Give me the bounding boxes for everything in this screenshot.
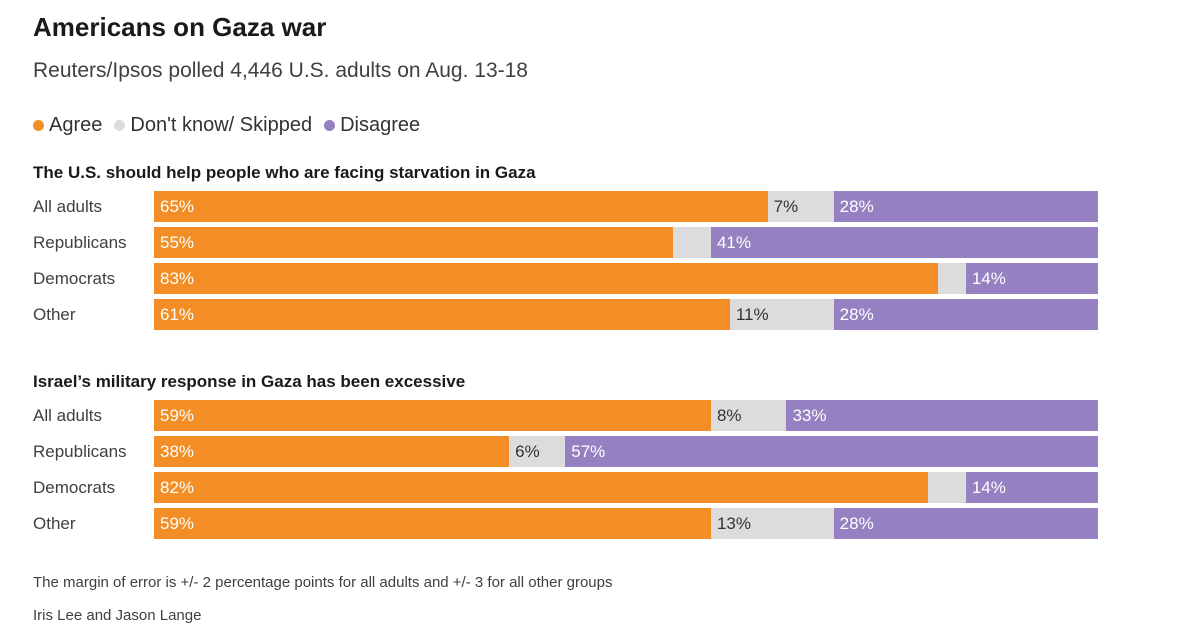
data-label: 83%: [160, 269, 195, 288]
data-label: 28%: [839, 514, 874, 533]
legend-label-disagree: Disagree: [340, 114, 421, 136]
data-label: 38%: [160, 442, 195, 461]
bar-segment-disagree: 14%: [965, 263, 1098, 294]
bar-segment-agree: 61%: [154, 299, 730, 330]
category-label: All adults: [33, 197, 102, 216]
bar-segment-dont-know: 13%: [710, 508, 834, 539]
bar-segment-disagree: 28%: [833, 299, 1098, 330]
bar-segment-dont-know: 6%: [509, 436, 566, 467]
stacked-bar: 65% 7% 28%: [154, 191, 1098, 222]
legend-item-dont-know: Don't know/ Skipped: [114, 114, 312, 137]
legend-label-agree: Agree: [49, 114, 103, 136]
bar-row: Other 61% 11% 28%: [33, 299, 1113, 330]
chart-panel-starvation: The U.S. should help people who are faci…: [33, 163, 1113, 335]
stacked-bar: 59% 8% 33%: [154, 400, 1098, 431]
bar-row: Republicans 55% 41%: [33, 227, 1113, 258]
bar-row: Democrats 82% 14%: [33, 472, 1113, 503]
data-label: 65%: [160, 197, 195, 216]
legend-label-dont-know: Don't know/ Skipped: [130, 114, 313, 136]
stacked-bar: 55% 41%: [154, 227, 1098, 258]
data-label: 57%: [571, 442, 606, 461]
footnote: The margin of error is +/- 2 percentage …: [33, 574, 613, 591]
category-label: Other: [33, 305, 76, 324]
data-label: 14%: [971, 269, 1006, 288]
category-label: Other: [33, 514, 76, 533]
bar-segment-agree: 59%: [154, 508, 711, 539]
bar-segment-disagree: 41%: [710, 227, 1098, 258]
bar-segment-disagree: 57%: [565, 436, 1098, 467]
panel-title: Israel’s military response in Gaza has b…: [33, 372, 466, 391]
bar-segment-agree: 38%: [154, 436, 510, 467]
category-label: Democrats: [33, 269, 116, 288]
bar-row: Democrats 83% 14%: [33, 263, 1113, 294]
legend-item-agree: Agree: [33, 114, 102, 137]
data-label: 41%: [716, 233, 751, 252]
bar-segment-dont-know: 11%: [729, 299, 834, 330]
stacked-bar: 59% 13% 28%: [154, 508, 1098, 539]
data-label: 28%: [839, 197, 874, 216]
bar-segment-dont-know: [673, 227, 711, 258]
category-label: Republicans: [33, 442, 127, 461]
panel-rows: All adults 65% 7% 28% Republicans 55% 41% Democ…: [33, 191, 1113, 330]
data-label: 82%: [160, 478, 195, 497]
stacked-bar: 82% 14%: [154, 472, 1098, 503]
panel-title: The U.S. should help people who are faci…: [33, 163, 536, 182]
bar-segment-agree: 55%: [154, 227, 674, 258]
bar-segment-dont-know: [928, 472, 966, 503]
data-label: 7%: [773, 197, 799, 216]
category-label: Democrats: [33, 478, 116, 497]
data-label: 11%: [735, 305, 769, 324]
stacked-bar: 38% 6% 57%: [154, 436, 1098, 467]
bar-segment-disagree: 28%: [833, 508, 1098, 539]
chart-subtitle: Reuters/Ipsos polled 4,446 U.S. adults o…: [33, 59, 528, 82]
chart-panel-military-response: Israel’s military response in Gaza has b…: [33, 372, 1113, 544]
data-label: 33%: [792, 406, 827, 425]
bar-segment-agree: 65%: [154, 191, 768, 222]
bar-row: Republicans 38% 6% 57%: [33, 436, 1113, 467]
data-label: 13%: [716, 514, 751, 533]
bar-segment-disagree: 33%: [786, 400, 1098, 431]
stacked-bar: 61% 11% 28%: [154, 299, 1098, 330]
data-label: 61%: [160, 305, 195, 324]
bar-segment-agree: 59%: [154, 400, 711, 431]
chart-title: Americans on Gaza war: [33, 12, 327, 42]
data-label: 8%: [716, 406, 742, 425]
data-label: 6%: [515, 442, 540, 461]
category-label: Republicans: [33, 233, 127, 252]
panel-rows: All adults 59% 8% 33% Republicans 38% 6% 57% Dem…: [33, 400, 1113, 539]
bar-segment-dont-know: 8%: [710, 400, 787, 431]
credit: Iris Lee and Jason Lange: [33, 607, 202, 624]
bar-segment-agree: 82%: [154, 472, 929, 503]
stacked-bar: 83% 14%: [154, 263, 1098, 294]
category-label: All adults: [33, 406, 102, 425]
data-label: 55%: [160, 233, 195, 252]
data-label: 59%: [160, 406, 195, 425]
legend-item-disagree: Disagree: [324, 114, 420, 137]
data-label: 28%: [839, 305, 874, 324]
legend-dot-disagree: [324, 120, 336, 131]
legend: Agree Don't know/ Skipped Disagree: [33, 114, 432, 137]
bar-segment-agree: 83%: [154, 263, 938, 294]
bar-row: All adults 65% 7% 28%: [33, 191, 1113, 222]
bar-segment-disagree: 14%: [965, 472, 1098, 503]
data-label: 14%: [971, 478, 1006, 497]
legend-dot-agree: [33, 120, 44, 131]
bar-segment-dont-know: 7%: [767, 191, 834, 222]
bar-row: Other 59% 13% 28%: [33, 508, 1113, 539]
bar-segment-disagree: 28%: [833, 191, 1098, 222]
legend-dot-dont-know: [114, 120, 126, 131]
bar-segment-dont-know: [937, 263, 966, 294]
bar-row: All adults 59% 8% 33%: [33, 400, 1113, 431]
data-label: 59%: [160, 514, 195, 533]
